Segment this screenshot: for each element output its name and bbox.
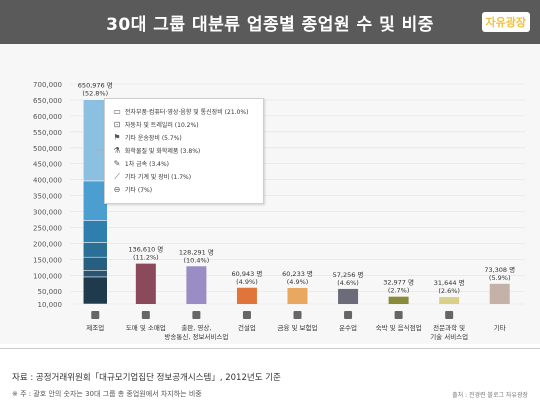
dining-icon [394,311,403,319]
y-tick-label: 10,000 [38,301,63,309]
y-tick-label: 150,000 [33,256,62,264]
source-text: 자료 : 공정거래위원회「대규모기업집단 정보공개시스템」, 2012년도 기준 [12,373,281,383]
legend-label: 전자부품·컴퓨터·영상·음향 및 통신장비 (21.0%) [123,109,249,116]
monitor-icon: ▭ [113,107,121,116]
car-icon: ⊡ [113,120,121,129]
bar [236,287,257,304]
value-label: 32,977 명 [383,278,414,287]
bar [338,288,359,304]
bar-chart: 10,000 50,000 100,000 150,000 200,000 250,000… [33,81,525,341]
y-tick-label: 200,000 [33,240,62,248]
brand-logo: 자유광장 [481,12,530,32]
legend-label: 자동차 및 트레일러 (10.2%) [123,122,199,129]
legend-item: ⚑ 기타 운송장비 (5.7%) [111,133,182,143]
y-tick-label: 650,000 [33,97,62,105]
bar [135,263,156,304]
divider [0,348,540,349]
legend-item: ⟋ 기타 기계 및 장비 (1.7%) [111,172,191,182]
percent-label: (4.9%) [287,278,309,286]
y-tick-label: 50,000 [38,288,63,296]
flask-icon: ⚗ [113,146,121,155]
y-tick-label: 700,000 [33,81,62,89]
percent-label: (10.4%) [184,256,210,264]
y-tick-label: 450,000 [33,161,62,169]
legend-label: 화학물질 및 화학제품 (3.8%) [123,148,201,155]
category-label: 금융 및 보험업 [277,324,317,332]
building-icon [242,311,251,319]
category-label: 운수업 [339,324,357,332]
legend-label: 기타 기계 및 장비 (1.7%) [123,174,192,181]
percent-label: (52.8%) [82,90,108,98]
legend-item: ⊖ 기타 (7%) [111,185,152,195]
legend-label: 1차 금속 (3.4%) [123,161,170,168]
page-title: 30대 그룹 대분류 업종별 종업원 수 및 비중 [106,15,434,35]
bar [388,296,409,304]
bar [489,283,510,304]
y-tick-label: 550,000 [33,129,62,137]
note-text: ※ 주 : 괄호 안의 숫자는 30대 그룹 총 종업원에서 차지하는 비중 [12,390,202,398]
category-label: 전문과학 및 [433,323,465,332]
legend-item: ▭ 전자부품·컴퓨터·영상·음향 및 통신장비 (21.0%) [111,107,248,117]
legend-item: ⊡ 자동차 및 트레일러 (10.2%) [111,120,199,130]
value-label: 650,976 명 [78,81,113,90]
value-label: 128,291 명 [179,247,214,256]
category-label: 건설업 [238,323,256,332]
y-tick-label: 600,000 [33,113,62,121]
credit-text: 출처 : 전경련 블로그 자유광장 [452,392,528,399]
y-tick-label: 300,000 [33,209,62,217]
broadcast-icon [192,311,201,319]
bar [439,297,460,304]
legend-item: ⚗ 화학물질 및 화학제품 (3.8%) [111,146,200,156]
manufacturing-segment [83,256,108,271]
value-label: 136,610 명 [128,245,163,254]
value-label: 73,308 명 [484,265,515,274]
percent-label: (2.7%) [388,287,410,295]
legend-item: ✎ 1차 금속 (3.4%) [111,159,169,169]
factory-icon [91,311,100,319]
category-label: 기타 [494,323,506,332]
truck-icon [344,311,353,319]
percent-label: (4.6%) [337,279,359,287]
title-bar: 30대 그룹 대분류 업종별 종업원 수 및 비중 자유광장 [0,0,540,44]
minus-circle-icon: ⊖ [113,185,121,194]
legend-label: 기타 운송장비 (5.7%) [123,135,182,142]
percent-label: (2.6%) [438,287,460,295]
category-label: 출판, 영상, [181,323,211,332]
bar [186,266,207,304]
manufacturing-breakdown-legend: ▭ 전자부품·컴퓨터·영상·음향 및 통신장비 (21.0%) ⊡ 자동차 및 트… [104,98,264,204]
category-label: 숙박 및 음식점업 [376,323,422,332]
manufacturing-segment [83,220,108,243]
y-tick-label: 350,000 [33,193,62,201]
manufacturing-segment [83,276,108,305]
value-label: 57,256 명 [333,270,364,279]
bar [287,287,308,304]
manufacturing-segment [83,242,108,258]
tool-icon: ⟋ [114,172,120,181]
manufacturing-segment [83,180,108,221]
category-label: 도매 및 소매업 [126,324,166,332]
y-tick-label: 250,000 [33,224,62,232]
category-label: 방송통신, 정보서비스업 [164,332,228,341]
category-label: 제조업 [86,324,104,332]
category-label: 기술 서비스업 [430,332,468,341]
value-label: 60,943 명 [232,269,263,278]
manufacturing-segment [83,270,108,278]
percent-label: (11.2%) [133,254,159,262]
y-tick-label: 500,000 [33,145,62,153]
percent-label: (5.9%) [489,274,511,282]
y-tick-label: 400,000 [33,177,62,185]
crane-icon: ⚑ [113,133,121,142]
value-label: 31,644 명 [434,278,465,287]
wrench-icon: ✎ [113,159,121,168]
legend-label: 기타 (7%) [123,187,153,194]
cart-icon [141,311,150,319]
percent-label: (4.9%) [236,278,258,286]
piggy-bank-icon [293,311,302,319]
value-label: 60,233 명 [282,269,313,278]
y-tick-label: 100,000 [33,272,62,280]
manufacturing-segment [83,99,108,182]
microscope-icon [445,311,454,319]
